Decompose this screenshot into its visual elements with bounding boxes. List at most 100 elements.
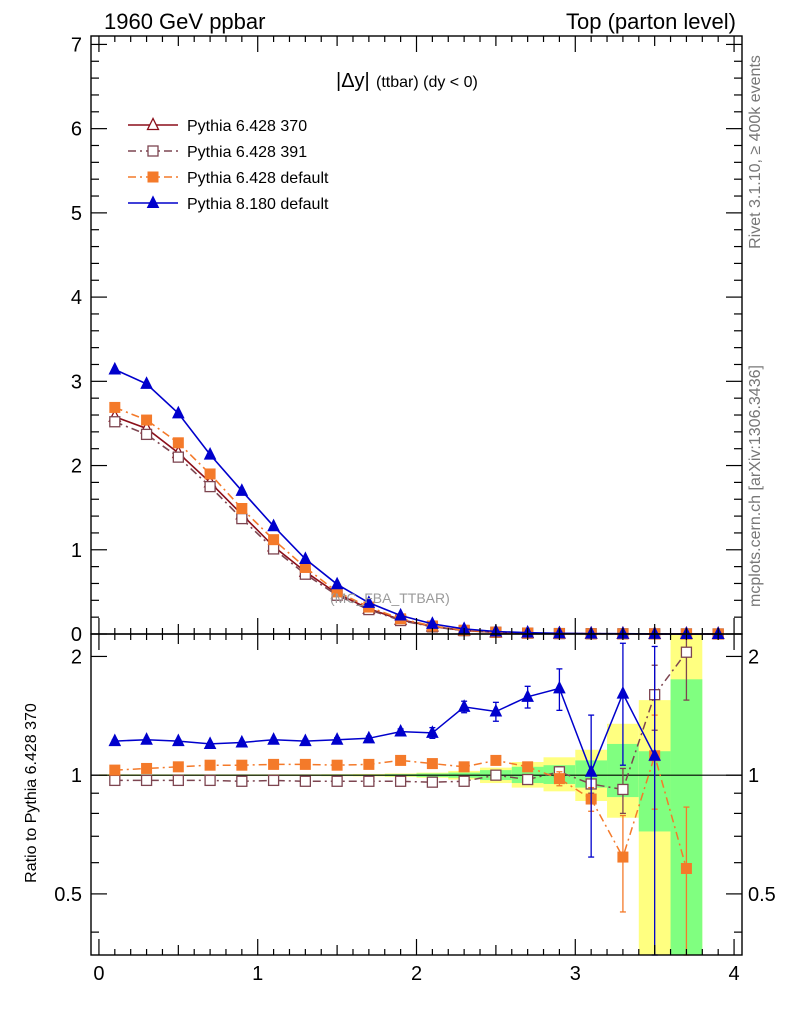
ratio-point (235, 734, 249, 748)
ratio-uncertainty-bands (98, 634, 703, 955)
ratio-point (394, 775, 407, 787)
plot-title-main: |Δy| (336, 70, 370, 92)
data-point (299, 551, 312, 565)
data-point (109, 401, 121, 413)
y-tick-label: 1 (71, 540, 82, 562)
ratio-point (140, 774, 153, 787)
data-point (204, 468, 216, 480)
data-point (267, 518, 280, 532)
header-process: Top (parton level) (566, 9, 736, 34)
x-tick-label: 1 (252, 963, 263, 985)
plot-title-sub: (ttbar) (dy < 0) (376, 74, 478, 91)
ratio-point (489, 703, 503, 717)
ratio-y-tick-label-right: 1 (748, 765, 759, 787)
data-point (268, 534, 280, 546)
ratio-point (363, 775, 375, 787)
ratio-point (521, 689, 534, 702)
data-point (141, 414, 153, 426)
data-point (236, 503, 248, 515)
ratio-y-tick-label: 2 (71, 646, 82, 668)
data-point (204, 480, 216, 493)
data-point (108, 361, 122, 375)
ratio-point (299, 758, 311, 770)
ratio-point (172, 733, 185, 747)
ratio-point (141, 762, 153, 774)
ratio-point (617, 783, 629, 796)
ratio-point (236, 775, 248, 787)
data-point (235, 483, 249, 496)
ratio-point (457, 699, 471, 712)
data-point (203, 446, 217, 460)
ratio-point (108, 733, 122, 747)
ratio-point (426, 758, 438, 770)
ratio-point (458, 775, 470, 787)
y-tick-label: 2 (71, 456, 82, 478)
ratio-point (395, 754, 407, 766)
data-point (172, 405, 185, 419)
ratio-point (680, 862, 692, 874)
ratio-point (553, 773, 565, 785)
ratio-y-tick-label-right: 0.5 (748, 884, 776, 906)
ratio-point (330, 732, 344, 745)
legend-item: Pythia 6.428 391 (128, 144, 307, 161)
ratio-point (268, 758, 280, 770)
ratio-point (394, 723, 407, 737)
ratio-point (299, 775, 312, 787)
axis-ticks: 0 1 2 3 4 0 1 2 3 4 5 6 7 0.5 0.5 1 1 2 2 (54, 34, 776, 985)
ratio-point (522, 761, 534, 773)
ratio-point (584, 764, 598, 777)
legend-label: Pythia 6.428 default (187, 170, 329, 187)
ratio-point (172, 774, 184, 787)
ratio-point (553, 680, 566, 694)
ratio-point (490, 769, 502, 781)
ratio-point (521, 773, 534, 786)
legend-item: Pythia 8.180 default (128, 195, 329, 213)
ratio-point (109, 774, 121, 787)
ratio-point (426, 776, 439, 788)
data-point (362, 595, 376, 608)
legend-item: Pythia 6.428 370 (128, 117, 307, 135)
ratio-point (299, 733, 312, 747)
legend-label: Pythia 6.428 370 (187, 118, 307, 135)
ratio-point (267, 732, 280, 745)
ratio-y-axis-label: Ratio to Pythia 6.428 370 (23, 703, 40, 883)
ratio-point (458, 761, 470, 773)
rivet-version-label: Rivet 3.1.10, ≥ 400k events (747, 55, 764, 249)
ratio-y-tick-label: 0.5 (54, 884, 82, 906)
y-tick-label: 4 (71, 287, 82, 309)
data-point (172, 451, 184, 463)
x-tick-label: 0 (93, 963, 104, 985)
ratio-point (490, 754, 502, 766)
legend-item: Pythia 6.428 default (128, 170, 329, 187)
y-tick-label: 5 (71, 203, 82, 225)
ratio-point (616, 685, 630, 699)
ratio-point (363, 758, 375, 770)
x-tick-label: 3 (570, 963, 581, 985)
legend: Pythia 6.428 370 Pythia 6.428 391 Pythia 6… (128, 117, 329, 213)
ratio-series-0 (109, 633, 693, 815)
y-tick-label: 7 (71, 34, 82, 56)
ratio-y-tick-label-right: 2 (748, 646, 759, 668)
ratio-point (140, 732, 153, 745)
header-energy: 1960 GeV ppbar (104, 9, 265, 34)
legend-marker (146, 195, 160, 208)
ratio-point (236, 759, 248, 771)
legend-marker (146, 117, 160, 131)
mcplots-label: mcplots.cern.ch [arXiv:1306.3436] (747, 365, 764, 607)
ratio-point (172, 761, 184, 773)
legend-marker (147, 171, 159, 183)
ratio-y-tick-label: 1 (71, 765, 82, 787)
y-tick-label: 3 (71, 371, 82, 393)
data-point (140, 376, 153, 389)
data-point (394, 607, 407, 621)
ratio-series-2 (108, 642, 661, 956)
ratio-point (331, 759, 343, 771)
legend-label: Pythia 6.428 391 (187, 144, 307, 161)
y-tick-label: 6 (71, 119, 82, 141)
x-tick-label: 4 (728, 963, 739, 985)
ratio-point (203, 736, 217, 749)
x-tick-label: 2 (411, 963, 422, 985)
ratio-point (617, 851, 629, 863)
